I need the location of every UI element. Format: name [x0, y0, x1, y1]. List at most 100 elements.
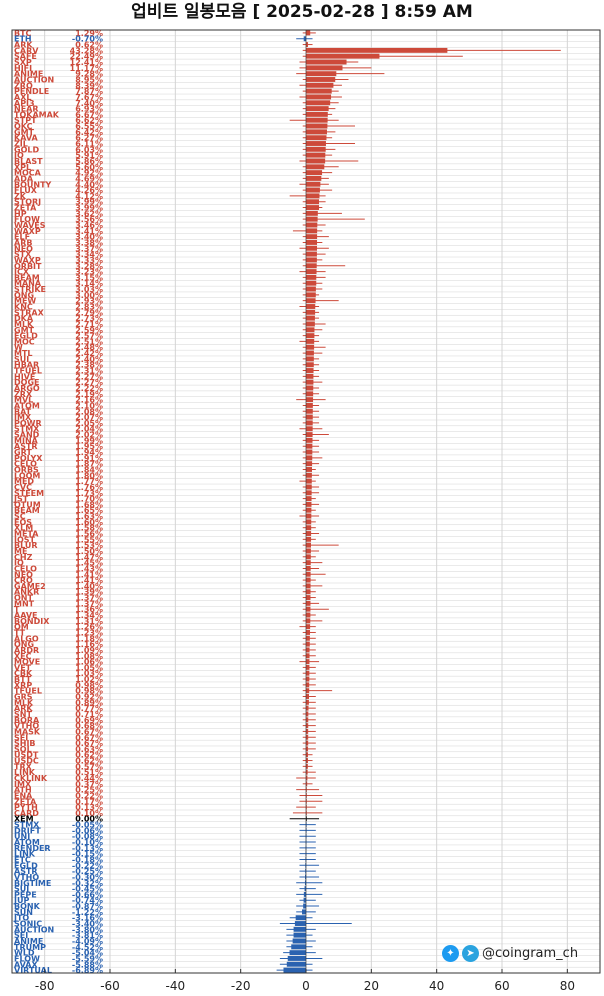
- ticker-label: XEC: [14, 652, 32, 661]
- change-bar: [306, 30, 311, 36]
- ticker-label: AAVE: [14, 611, 38, 620]
- change-bar: [306, 798, 307, 804]
- x-tick-label: 40: [429, 979, 444, 993]
- pct-label: -5.88%: [72, 960, 103, 969]
- ticker-label: BONDIX: [14, 617, 50, 626]
- change-bar: [306, 496, 312, 502]
- pct-label: 0.98%: [75, 687, 103, 696]
- change-bar: [306, 129, 327, 135]
- pct-label: 0.92%: [75, 693, 103, 702]
- change-bar: [306, 373, 314, 379]
- change-bar: [306, 257, 317, 263]
- ticker-label: LINK: [14, 850, 36, 859]
- pct-label: 0.98%: [75, 681, 103, 690]
- ticker-label: PENDLE: [14, 87, 49, 96]
- change-bar: [306, 379, 314, 385]
- change-bar: [306, 245, 318, 251]
- ticker-label: DRIFT: [14, 826, 41, 835]
- ticker-label: ELF: [14, 233, 30, 242]
- ticker-label: XEM: [14, 815, 34, 824]
- pct-label: 6.11%: [75, 140, 103, 149]
- ticker-label: HIVE: [14, 372, 35, 381]
- pct-label: 6.93%: [75, 105, 103, 114]
- pct-label: 2.08%: [75, 407, 103, 416]
- ticker-label: NEO: [14, 570, 33, 579]
- change-bar: [306, 175, 322, 181]
- ticker-label: IQ: [14, 151, 24, 160]
- change-bar: [306, 589, 311, 595]
- pct-label: 3.41%: [75, 227, 103, 236]
- change-bar: [306, 793, 307, 798]
- change-bar: [306, 432, 313, 438]
- ticker-label: ARB: [14, 238, 32, 247]
- change-bar: [306, 158, 326, 164]
- pct-label: 0.62%: [75, 757, 103, 766]
- change-bar: [306, 443, 313, 449]
- pct-label: -3.40%: [72, 920, 103, 929]
- change-bar: [306, 816, 307, 822]
- change-bar: [303, 903, 306, 909]
- watermark: ✦ ➤ @coingram_ch: [442, 942, 578, 964]
- pct-label: 3.37%: [75, 244, 103, 253]
- ticker-label: TFUEL: [14, 687, 42, 696]
- ticker-label: STMX: [14, 425, 40, 434]
- change-bar: [306, 554, 311, 560]
- ticker-label: ENA: [14, 791, 33, 800]
- pct-label: 1.31%: [75, 617, 103, 626]
- ticker-label: SOL: [14, 745, 32, 754]
- bar-layer: [276, 30, 561, 973]
- pct-label: 1.95%: [75, 442, 103, 451]
- pct-label: 1.91%: [75, 454, 103, 463]
- change-bar: [306, 100, 331, 106]
- change-bar: [306, 711, 309, 717]
- pct-label: 1.99%: [75, 436, 103, 445]
- pct-label: 1.77%: [75, 477, 103, 486]
- pct-label: 1.37%: [75, 599, 103, 608]
- ticker-label: ZRO: [14, 81, 33, 90]
- pct-label: 5.86%: [75, 157, 103, 166]
- ticker-label: BTC: [14, 29, 32, 38]
- pct-label: 1.47%: [75, 553, 103, 562]
- change-bar: [304, 880, 306, 886]
- pct-label: 0.13%: [75, 803, 103, 812]
- change-bar: [306, 472, 312, 478]
- change-bar: [306, 560, 311, 566]
- pct-label: 4.69%: [75, 174, 103, 183]
- change-bar: [303, 891, 306, 897]
- change-bar: [293, 926, 306, 932]
- pct-label: -0.32%: [72, 879, 103, 888]
- pct-label: 0.89%: [75, 698, 103, 707]
- x-tick-label: 0: [302, 979, 310, 993]
- pct-label: 2.73%: [75, 314, 103, 323]
- change-bar: [306, 228, 318, 234]
- pct-label: 1.29%: [75, 29, 103, 38]
- change-bar: [306, 688, 310, 694]
- pct-label: 11.17%: [70, 64, 103, 73]
- change-bar: [306, 490, 312, 496]
- ticker-label: SEI: [14, 931, 28, 940]
- ticker-label: LOOM: [14, 471, 40, 480]
- pct-label: -1.22%: [72, 908, 103, 917]
- change-bar: [306, 234, 318, 240]
- change-bar: [306, 781, 308, 787]
- change-bar: [306, 42, 309, 47]
- pct-label: 7.40%: [75, 99, 103, 108]
- ticker-label: BEAM: [14, 506, 40, 515]
- change-bar: [306, 170, 323, 176]
- pct-label: 1.55%: [75, 535, 103, 544]
- change-bar: [306, 327, 315, 333]
- ticker-label: SUI: [14, 355, 29, 364]
- pct-label: 1.06%: [75, 658, 103, 667]
- x-tick-label: 60: [494, 979, 509, 993]
- ticker-label: VET: [14, 663, 32, 672]
- change-bar: [306, 734, 309, 740]
- pct-label: 2.02%: [75, 431, 103, 440]
- change-bar: [306, 548, 311, 554]
- pct-label: 1.39%: [75, 588, 103, 597]
- ticker-label: GMT: [14, 326, 35, 335]
- ticker-label: MANA: [14, 279, 42, 288]
- pct-label: 0.63%: [75, 745, 103, 754]
- change-bar: [306, 769, 308, 775]
- pct-label: -0.05%: [72, 821, 103, 830]
- pct-label: 1.40%: [75, 582, 103, 591]
